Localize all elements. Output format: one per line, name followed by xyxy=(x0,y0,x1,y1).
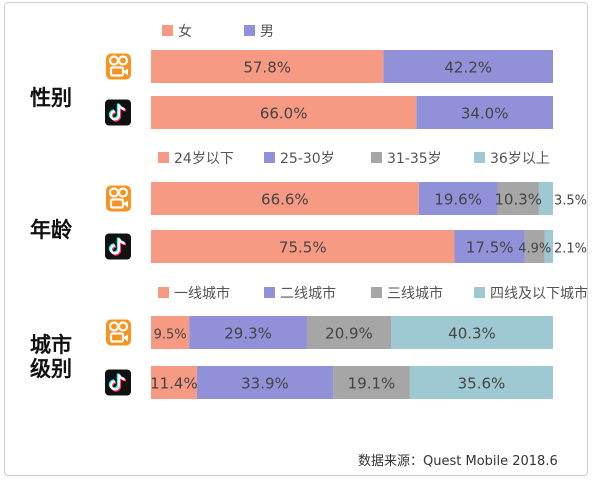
data-label: 42.2% xyxy=(444,59,492,77)
legend-label: 一线城市 xyxy=(174,285,230,302)
legend-swatch xyxy=(264,152,275,163)
kuaishou-icon-lens xyxy=(123,200,128,208)
douyin-icon-note xyxy=(109,238,126,255)
bar-segment xyxy=(383,50,553,83)
legend-label: 24岁以下 xyxy=(174,151,234,167)
data-label: 11.4% xyxy=(150,375,198,393)
legend-label: 36岁以上 xyxy=(490,151,550,167)
legend-swatch xyxy=(244,25,255,36)
bar-segment xyxy=(544,230,553,263)
legend-swatch xyxy=(474,287,485,298)
kuaishou-icon-eye-right xyxy=(117,187,129,198)
data-label: 75.5% xyxy=(279,239,327,257)
data-label: 20.9% xyxy=(325,325,373,343)
data-label: 2.1% xyxy=(554,242,587,257)
bar-segment xyxy=(306,316,391,349)
legend-label: 四线及以下城市 xyxy=(490,285,588,302)
bar-segment xyxy=(409,366,553,399)
bar-segment xyxy=(524,230,545,263)
bar-segment xyxy=(151,366,197,399)
legend-swatch xyxy=(264,287,275,298)
data-label: 10.3% xyxy=(494,191,542,209)
group-label: 级别 xyxy=(30,357,72,381)
data-label: 29.3% xyxy=(224,325,272,343)
data-label: 19.6% xyxy=(434,191,482,209)
group-label: 城市 xyxy=(30,333,72,357)
legend-label: 二线城市 xyxy=(280,285,336,302)
legend-swatch xyxy=(371,287,382,298)
legend-label: 25-30岁 xyxy=(280,151,335,167)
chart-frame xyxy=(4,2,588,476)
kuaishou-icon-lens xyxy=(123,334,128,342)
data-label: 9.5% xyxy=(154,328,187,343)
source-note: 数据来源：Quest Mobile 2018.6 xyxy=(358,454,558,469)
kuaishou-icon-lens xyxy=(123,68,128,76)
bar-segment xyxy=(416,96,553,129)
data-label: 57.8% xyxy=(243,59,291,77)
bar-segment xyxy=(151,230,455,263)
legend-swatch xyxy=(162,25,173,36)
bar-segment xyxy=(196,366,334,399)
bar-segment xyxy=(151,50,384,83)
bar-segment xyxy=(454,230,525,263)
legend-swatch xyxy=(158,152,169,163)
group-1: 年龄 24岁以下 25-30岁 31-35岁 36岁以上 66.6% 19.6% 10.3% 3… xyxy=(30,151,587,263)
data-label: 35.6% xyxy=(458,375,506,393)
douyin-icon-note xyxy=(109,104,126,121)
data-label: 66.6% xyxy=(261,191,309,209)
bar-segment xyxy=(390,316,553,349)
bar-segment xyxy=(189,316,307,349)
bar-segment xyxy=(151,316,190,349)
data-label: 66.0% xyxy=(260,105,308,123)
bar-segment xyxy=(418,182,498,215)
legend-label: 女 xyxy=(178,23,192,40)
data-label: 3.5% xyxy=(554,194,587,209)
bar-segment xyxy=(333,366,410,399)
data-label: 17.5% xyxy=(466,239,514,257)
bar-segment xyxy=(538,182,553,215)
kuaishou-icon-eye-right xyxy=(117,55,129,66)
data-label: 4.9% xyxy=(518,242,551,257)
data-label: 33.9% xyxy=(241,375,289,393)
bar-segment xyxy=(151,96,417,129)
group-label: 性别 xyxy=(30,86,72,110)
group-label: 年龄 xyxy=(30,218,73,242)
douyin-icon-note xyxy=(109,374,126,391)
legend-label: 31-35岁 xyxy=(387,151,442,167)
legend-swatch xyxy=(474,152,485,163)
legend-swatch xyxy=(371,152,382,163)
data-label: 19.1% xyxy=(348,375,396,393)
legend-swatch xyxy=(158,287,169,298)
group-0: 性别 女 男 57.8% 42.2% 66.0% 34.0% xyxy=(30,23,553,129)
legend-label: 男 xyxy=(260,24,274,40)
legend-label: 三线城市 xyxy=(387,285,443,302)
bar-segment xyxy=(497,182,539,215)
data-label: 40.3% xyxy=(448,325,496,343)
kuaishou-icon-eye-right xyxy=(117,321,129,332)
bar-segment xyxy=(151,182,419,215)
data-label: 34.0% xyxy=(461,105,509,123)
